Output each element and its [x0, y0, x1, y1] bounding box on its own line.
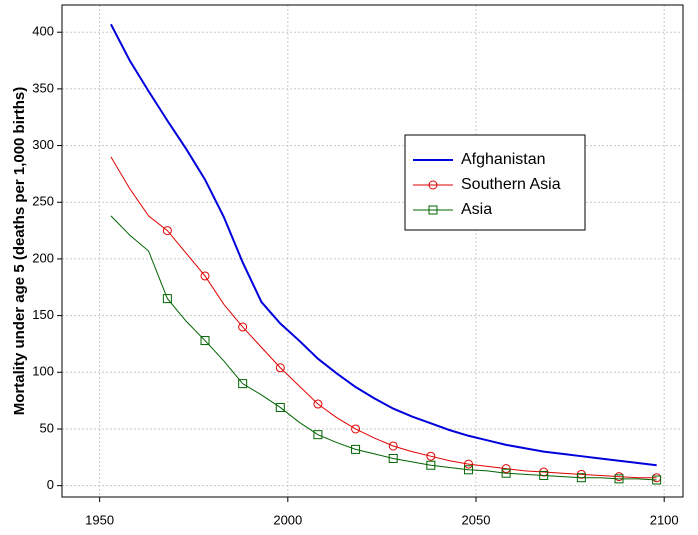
marker [388, 441, 398, 451]
marker [576, 473, 586, 483]
x-tick-label: 2000 [273, 512, 302, 527]
y-tick-label: 200 [32, 250, 54, 265]
marker [501, 464, 511, 474]
legend-label: Southern Asia [461, 176, 561, 193]
series-line [110, 156, 657, 479]
marker [652, 475, 662, 485]
x-tick-label: 1950 [85, 512, 114, 527]
legend-label: Afghanistan [461, 151, 546, 168]
y-tick-label: 0 [47, 477, 54, 492]
marker [162, 226, 172, 236]
marker [463, 465, 473, 475]
marker [388, 453, 398, 463]
legend: Afghanistan Southern Asia Asia [404, 134, 586, 231]
legend-marker [428, 205, 438, 215]
marker [426, 460, 436, 470]
plot-frame [61, 4, 684, 498]
legend-marker [428, 180, 438, 190]
marker [539, 470, 549, 480]
marker [463, 459, 473, 469]
marker [200, 271, 210, 281]
y-tick-label: 350 [32, 80, 54, 95]
marker [200, 336, 210, 346]
y-tick-label: 100 [32, 364, 54, 379]
marker [351, 424, 361, 434]
marker [275, 402, 285, 412]
y-tick-label: 150 [32, 307, 54, 322]
series-line [110, 23, 657, 467]
marker [614, 474, 624, 484]
marker [238, 322, 248, 332]
y-tick-label: 300 [32, 137, 54, 152]
x-tick-label: 2050 [462, 512, 491, 527]
marker [501, 468, 511, 478]
marker [426, 451, 436, 461]
marker [162, 294, 172, 304]
marker [238, 379, 248, 389]
marker [313, 430, 323, 440]
y-tick-label: 250 [32, 194, 54, 209]
y-axis-label: Mortality under age 5 (deaths per 1,000 … [11, 87, 28, 415]
series-line [110, 215, 657, 481]
marker [313, 399, 323, 409]
marker [275, 363, 285, 373]
y-tick-label: 400 [32, 24, 54, 39]
y-tick-label: 50 [40, 420, 54, 435]
x-tick-label: 2100 [650, 512, 679, 527]
legend-label: Asia [461, 201, 492, 218]
marker [351, 444, 361, 454]
